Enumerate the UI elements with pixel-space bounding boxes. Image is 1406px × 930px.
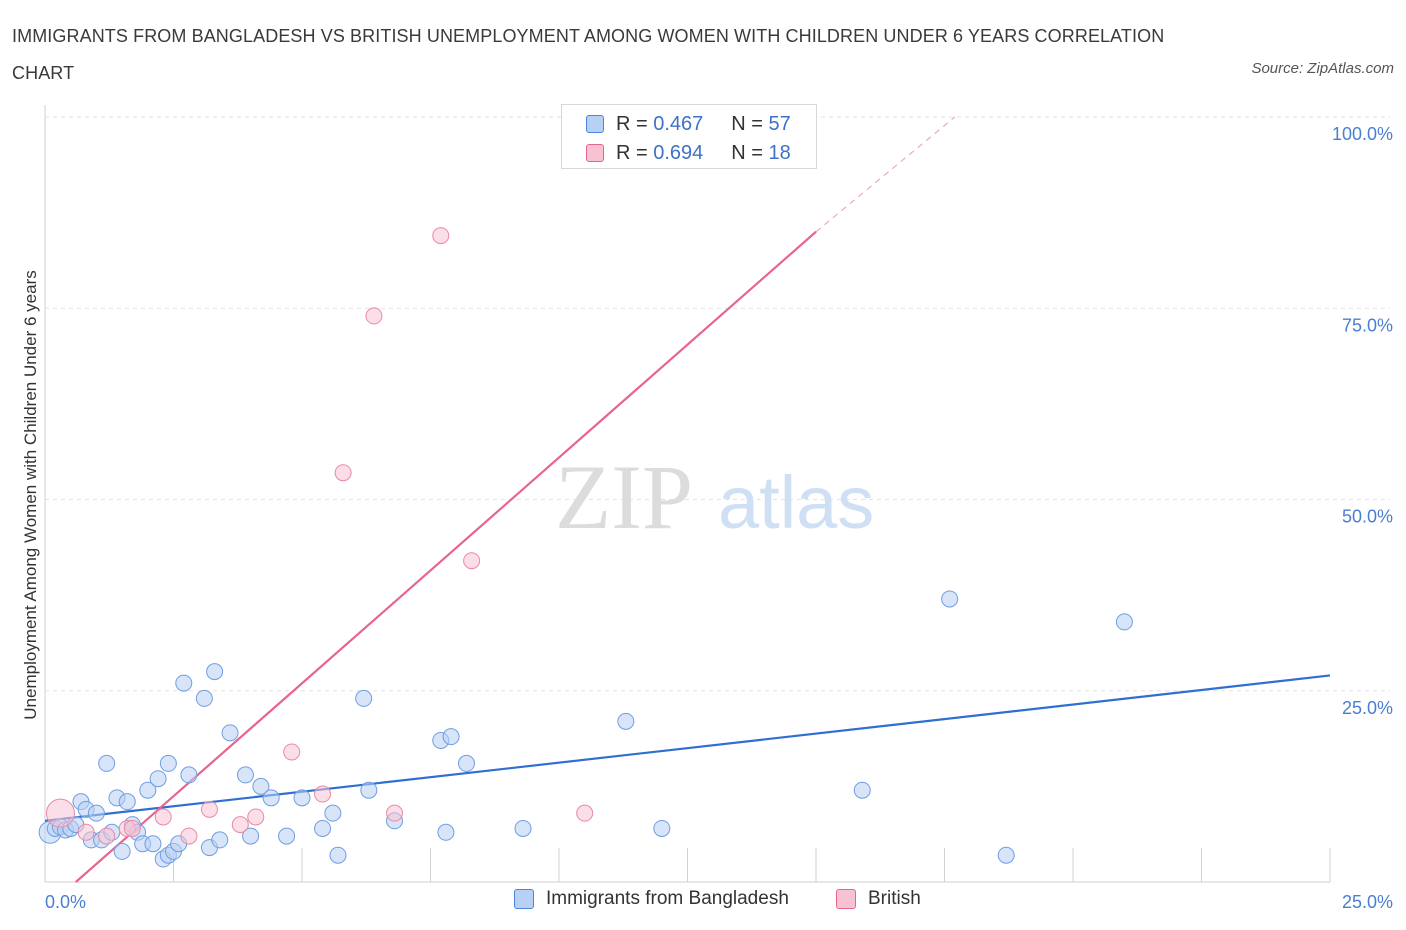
x-tick-label: 25.0% bbox=[1342, 892, 1393, 912]
r-value: 0.694 bbox=[653, 141, 704, 164]
trend-lines bbox=[44, 116, 1331, 883]
point-british bbox=[386, 804, 404, 822]
stats-row-british: R = 0.694 N = 18 bbox=[586, 138, 791, 168]
point-bangladesh bbox=[211, 831, 229, 849]
point-british bbox=[283, 743, 301, 761]
point-bangladesh bbox=[118, 793, 136, 811]
n-label: N = bbox=[731, 141, 769, 164]
point-bangladesh bbox=[87, 804, 105, 822]
point-bangladesh bbox=[853, 781, 871, 799]
point-bangladesh bbox=[262, 789, 280, 807]
point-bangladesh bbox=[653, 819, 671, 837]
x-tick-label: 0.0% bbox=[45, 892, 86, 912]
point-bangladesh bbox=[457, 754, 475, 772]
series-legend: Immigrants from Bangladesh British bbox=[0, 888, 1406, 916]
point-bangladesh bbox=[437, 823, 455, 841]
source-label: Source: ZipAtlas.com bbox=[1251, 60, 1394, 77]
point-bangladesh bbox=[997, 846, 1015, 864]
point-british bbox=[365, 307, 383, 325]
point-british bbox=[314, 785, 332, 803]
point-bangladesh bbox=[221, 724, 239, 742]
point-bangladesh bbox=[329, 846, 347, 864]
watermark-atlas: atlas bbox=[718, 461, 874, 544]
trend-line-dashed-1 bbox=[815, 116, 956, 233]
point-british bbox=[180, 827, 198, 845]
n-label: N = bbox=[731, 112, 769, 135]
watermark: ZIP atlas bbox=[555, 446, 874, 548]
data-points bbox=[38, 227, 1133, 868]
y-tick-label: 25.0% bbox=[1342, 698, 1393, 718]
point-british bbox=[231, 816, 249, 834]
point-bangladesh bbox=[941, 590, 959, 608]
legend-item-british[interactable]: British bbox=[836, 888, 921, 910]
point-bangladesh bbox=[144, 835, 162, 853]
r-value: 0.467 bbox=[653, 112, 704, 135]
point-bangladesh bbox=[236, 766, 254, 784]
legend-item-bangladesh[interactable]: Immigrants from Bangladesh bbox=[514, 888, 789, 910]
point-bangladesh bbox=[314, 819, 332, 837]
point-bangladesh bbox=[175, 674, 193, 692]
trend-line-1 bbox=[75, 230, 817, 883]
point-bangladesh bbox=[1115, 613, 1133, 631]
point-bangladesh bbox=[617, 712, 635, 730]
point-british bbox=[576, 804, 594, 822]
point-bangladesh bbox=[242, 827, 260, 845]
point-british bbox=[77, 823, 95, 841]
r-label: R = bbox=[616, 141, 654, 164]
point-british bbox=[463, 552, 481, 570]
point-bangladesh bbox=[442, 728, 460, 746]
legend-swatch-blue bbox=[514, 889, 534, 909]
legend-swatch-pink bbox=[586, 144, 604, 162]
n-value: 18 bbox=[768, 141, 791, 164]
x-ticks bbox=[44, 848, 1331, 882]
point-bangladesh bbox=[113, 842, 131, 860]
point-bangladesh bbox=[206, 663, 224, 681]
point-british bbox=[334, 464, 352, 482]
y-tick-label: 50.0% bbox=[1342, 507, 1393, 527]
r-label: R = bbox=[616, 112, 654, 135]
y-axis-label: Unemployment Among Women with Children U… bbox=[21, 270, 40, 719]
legend-swatch-blue bbox=[586, 115, 604, 133]
y-tick-label: 100.0% bbox=[1332, 124, 1393, 144]
point-bangladesh bbox=[514, 819, 532, 837]
point-bangladesh bbox=[293, 789, 311, 807]
point-bangladesh bbox=[324, 804, 342, 822]
point-bangladesh bbox=[98, 754, 116, 772]
point-bangladesh bbox=[180, 766, 198, 784]
point-british bbox=[432, 227, 450, 245]
point-bangladesh bbox=[149, 770, 167, 788]
watermark-zip: ZIP bbox=[555, 446, 693, 548]
chart-title: IMMIGRANTS FROM BANGLADESH VS BRITISH UN… bbox=[12, 26, 1165, 83]
stats-legend: R = 0.467 N = 57 R = 0.694 N = 18 bbox=[561, 104, 817, 169]
tick-labels: 100.0% 75.0% 50.0% 25.0% 0.0% 25.0% bbox=[45, 124, 1393, 912]
point-british bbox=[200, 800, 218, 818]
trend-line-0 bbox=[44, 674, 1331, 822]
gridlines bbox=[45, 116, 1390, 692]
point-british bbox=[98, 827, 116, 845]
y-tick-label: 75.0% bbox=[1342, 315, 1393, 335]
legend-swatch-pink bbox=[836, 889, 856, 909]
legend-label-british: British bbox=[868, 888, 921, 909]
point-bangladesh bbox=[195, 689, 213, 707]
point-british bbox=[45, 798, 75, 828]
point-british bbox=[123, 819, 141, 837]
point-bangladesh bbox=[355, 689, 373, 707]
n-value: 57 bbox=[768, 112, 791, 135]
point-british bbox=[247, 808, 265, 826]
point-bangladesh bbox=[360, 781, 378, 799]
point-british bbox=[154, 808, 172, 826]
point-bangladesh bbox=[139, 781, 157, 799]
point-bangladesh bbox=[252, 777, 270, 795]
legend-label-bangladesh: Immigrants from Bangladesh bbox=[546, 888, 789, 909]
point-bangladesh bbox=[278, 827, 296, 845]
point-bangladesh bbox=[159, 754, 177, 772]
stats-row-bangladesh: R = 0.467 N = 57 bbox=[586, 109, 791, 139]
